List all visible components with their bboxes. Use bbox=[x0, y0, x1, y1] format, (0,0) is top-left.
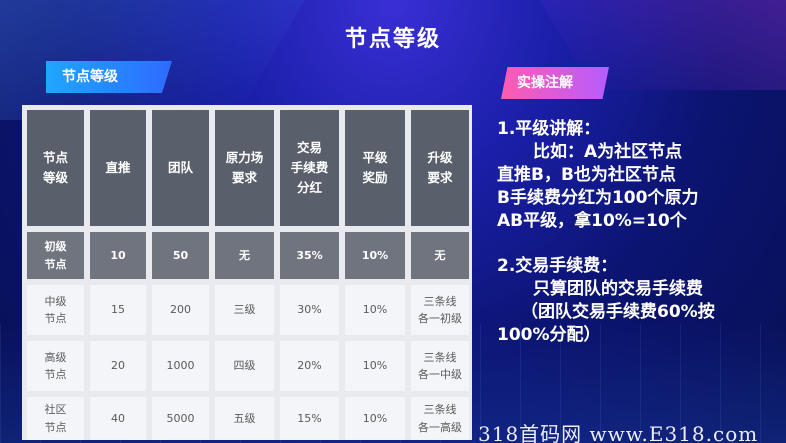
table-header-cell: 团队 bbox=[152, 110, 209, 226]
cell-text: 五级 bbox=[233, 411, 256, 425]
table-cell: 15% bbox=[280, 397, 339, 440]
cell-text: 中级 bbox=[44, 294, 67, 308]
table-cell: 10 bbox=[90, 232, 146, 279]
cell-text: 三条线 bbox=[423, 294, 457, 308]
page-title: 节点等级 bbox=[344, 27, 441, 52]
notes-panel: 1.平级讲解： 比如：A为社区节点 直推B，B也为社区节点 B手续费分红为100… bbox=[497, 118, 786, 347]
table-header-cell: 原力场 要求 bbox=[215, 110, 274, 226]
node-level-table: 节点 等级 直推 团队 原力场 要求 交易 手续费 分红 平级 奖励 升级 要求 初级 节点 10 50 无 35%… bbox=[22, 105, 472, 440]
cell-text: 节点 bbox=[44, 368, 67, 381]
cell-text: 各一初级 bbox=[418, 312, 462, 325]
cell-text: 10 bbox=[110, 248, 126, 262]
note-1-line: 比如：A为社区节点 bbox=[533, 142, 683, 162]
table-cell: 1000 bbox=[152, 341, 209, 391]
cell-text: 初级 bbox=[44, 240, 67, 254]
header-glow-left bbox=[0, 0, 305, 120]
cell-text: 20% bbox=[297, 359, 322, 373]
table-cell: 15 bbox=[90, 285, 146, 335]
cell-text: 四级 bbox=[233, 359, 256, 373]
cell-text: 三级 bbox=[233, 303, 256, 317]
table-header-cell: 交易 手续费 分红 bbox=[280, 110, 339, 226]
cell-text: 交易 bbox=[296, 140, 322, 155]
cell-text: 10% bbox=[362, 359, 388, 373]
cell-text: 节点 bbox=[42, 150, 68, 165]
cell-text: 原力场 bbox=[225, 150, 264, 165]
table-cell: 社区 节点 bbox=[27, 397, 84, 440]
cell-text: 15% bbox=[297, 411, 322, 425]
table-header-cell: 平级 奖励 bbox=[345, 110, 405, 226]
table-cell: 35% bbox=[280, 232, 339, 279]
table-cell: 10% bbox=[345, 341, 405, 391]
table-cell: 40 bbox=[90, 397, 146, 440]
table-cell: 无 bbox=[411, 232, 469, 279]
watermark: 318首码网 www.E318.com bbox=[478, 422, 759, 443]
cell-text: 节点 bbox=[44, 312, 67, 325]
cell-text: 10% bbox=[362, 303, 388, 317]
cell-text: 5000 bbox=[166, 411, 195, 425]
cell-text: 要求 bbox=[427, 170, 453, 185]
table-cell: 30% bbox=[280, 285, 339, 335]
cell-text: 直推 bbox=[105, 160, 131, 175]
table-cell: 20 bbox=[90, 341, 146, 391]
cell-text: 节点 bbox=[44, 257, 67, 271]
table-cell: 10% bbox=[345, 232, 405, 279]
table-cell: 20% bbox=[280, 341, 339, 391]
table-cell: 5000 bbox=[152, 397, 209, 440]
cell-text: 1000 bbox=[166, 359, 195, 373]
table-cell: 三条线 各一中级 bbox=[411, 341, 469, 391]
table-cell: 三条线 各一初级 bbox=[411, 285, 469, 335]
cell-text: 社区 bbox=[44, 403, 67, 417]
cell-text: 各一中级 bbox=[418, 368, 462, 381]
cell-text: 三条线 bbox=[423, 403, 457, 417]
cell-text: 升级 bbox=[427, 150, 453, 165]
note-2-title: 2.交易手续费： bbox=[497, 256, 618, 276]
cell-text: 团队 bbox=[167, 160, 193, 175]
table-cell: 10% bbox=[345, 285, 405, 335]
note-2-line: （团队交易手续费60%按 bbox=[521, 302, 715, 322]
note-1-line: AB平级，拿10%=10个 bbox=[497, 211, 687, 231]
cell-text: 15 bbox=[111, 303, 125, 317]
cell-text: 20 bbox=[111, 359, 125, 373]
cell-text: 节点 bbox=[44, 420, 67, 434]
cell-text: 三条线 bbox=[423, 350, 457, 364]
cell-text: 40 bbox=[111, 411, 125, 425]
cell-text: 无 bbox=[239, 248, 250, 262]
cell-text: 等级 bbox=[42, 170, 68, 185]
note-1-line: B手续费分红为100个原力 bbox=[497, 188, 699, 208]
notes-tag: 实操注解 bbox=[501, 67, 609, 99]
cell-text: 10% bbox=[362, 411, 388, 425]
table-cell: 200 bbox=[152, 285, 209, 335]
table-cell: 三级 bbox=[215, 285, 274, 335]
table-cell: 中级 节点 bbox=[27, 285, 84, 335]
table-cell: 三条线 各一高级 bbox=[411, 397, 469, 440]
cell-text: 35% bbox=[296, 248, 323, 262]
table-cell: 无 bbox=[215, 232, 274, 279]
cell-text: 要求 bbox=[231, 170, 257, 185]
cell-text: 无 bbox=[434, 248, 446, 262]
note-2-line: 只算团队的交易手续费 bbox=[533, 279, 703, 299]
table-cell: 四级 bbox=[215, 341, 274, 391]
node-level-tag: 节点等级 bbox=[46, 61, 172, 93]
cell-text: 高级 bbox=[44, 350, 67, 364]
table-cell: 50 bbox=[152, 232, 209, 279]
cell-text: 200 bbox=[170, 303, 191, 317]
cell-text: 平级 bbox=[362, 150, 388, 165]
cell-text: 50 bbox=[172, 248, 189, 262]
cell-text: 分红 bbox=[296, 180, 322, 195]
note-2-line: 100%分配） bbox=[497, 325, 601, 345]
table-header-cell: 升级 要求 bbox=[411, 110, 469, 226]
table-cell: 初级 节点 bbox=[27, 232, 84, 279]
table-cell: 高级 节点 bbox=[27, 341, 84, 391]
cell-text: 手续费 bbox=[290, 160, 329, 175]
cell-text: 奖励 bbox=[362, 170, 388, 185]
table-cell: 10% bbox=[345, 397, 405, 440]
note-1-title: 1.平级讲解： bbox=[497, 119, 601, 139]
cell-text: 30% bbox=[297, 303, 322, 317]
note-1-line: 直推B，B也为社区节点 bbox=[497, 165, 676, 185]
table-header-cell: 节点 等级 bbox=[27, 110, 84, 226]
table-cell: 五级 bbox=[215, 397, 274, 440]
cell-text: 各一高级 bbox=[418, 420, 462, 434]
cell-text: 10% bbox=[361, 248, 389, 262]
table-header-cell: 直推 bbox=[90, 110, 146, 226]
